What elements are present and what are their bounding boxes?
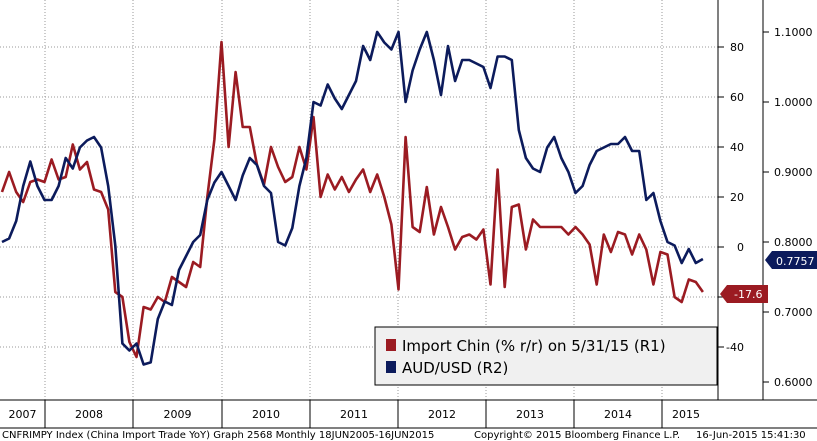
last-value-aud-label: 0.7757 bbox=[776, 255, 815, 268]
r1-tick-label: 0 bbox=[737, 241, 744, 254]
year-label: 2014 bbox=[604, 408, 632, 421]
r2-tick-label: 0.6000 bbox=[774, 376, 813, 389]
r1-tick-label: 80 bbox=[730, 41, 744, 54]
r1-tick-label: -40 bbox=[726, 341, 744, 354]
legend: Import Chin (% r/r) on 5/31/15 (R1) AUD/… bbox=[374, 326, 718, 386]
r2-tick-label: 1.0000 bbox=[774, 96, 813, 109]
footer-copyright: Copyright© 2015 Bloomberg Finance L.P. bbox=[474, 430, 680, 441]
last-value-badge-aud: 0.7757 bbox=[765, 251, 817, 269]
year-label: 2007 bbox=[9, 408, 37, 421]
last-value-import-label: -17.6 bbox=[734, 288, 762, 301]
r1-tick-label: 40 bbox=[730, 141, 744, 154]
legend-swatch-aud bbox=[386, 361, 396, 373]
footer-source: CNFRIMPY Index (China Import Trade YoY) … bbox=[2, 430, 434, 441]
series-lines bbox=[0, 30, 704, 366]
year-label: 2008 bbox=[75, 408, 103, 421]
r2-axis: 0.6000 0.7000 0.8000 0.9000 1.0000 1.1000 bbox=[763, 26, 813, 389]
x-axis-years: 2007 2008 2009 2010 2011 2012 2013 2014 2015 bbox=[9, 400, 700, 428]
year-label: 2015 bbox=[672, 408, 700, 421]
r2-tick-label: 0.9000 bbox=[774, 166, 813, 179]
legend-swatch-import bbox=[386, 339, 396, 351]
r2-tick-label: 0.8000 bbox=[774, 236, 813, 249]
legend-label-aud: AUD/USD (R2) bbox=[402, 359, 508, 377]
r1-tick-label: 60 bbox=[730, 91, 744, 104]
last-value-badge-import: -17.6 bbox=[720, 285, 768, 303]
year-label: 2010 bbox=[252, 408, 280, 421]
year-label: 2013 bbox=[516, 408, 544, 421]
legend-label-import: Import Chin (% r/r) on 5/31/15 (R1) bbox=[402, 337, 666, 355]
r2-tick-label: 0.7000 bbox=[774, 306, 813, 319]
series-line-aud bbox=[1, 30, 704, 366]
year-label: 2011 bbox=[340, 408, 368, 421]
year-label: 2012 bbox=[428, 408, 456, 421]
year-label: 2009 bbox=[164, 408, 192, 421]
legend-box bbox=[374, 326, 718, 386]
r2-tick-label: 1.1000 bbox=[774, 26, 813, 39]
r1-tick-label: 20 bbox=[730, 191, 744, 204]
footer-timestamp: 16-Jun-2015 15:41:30 bbox=[696, 430, 806, 441]
